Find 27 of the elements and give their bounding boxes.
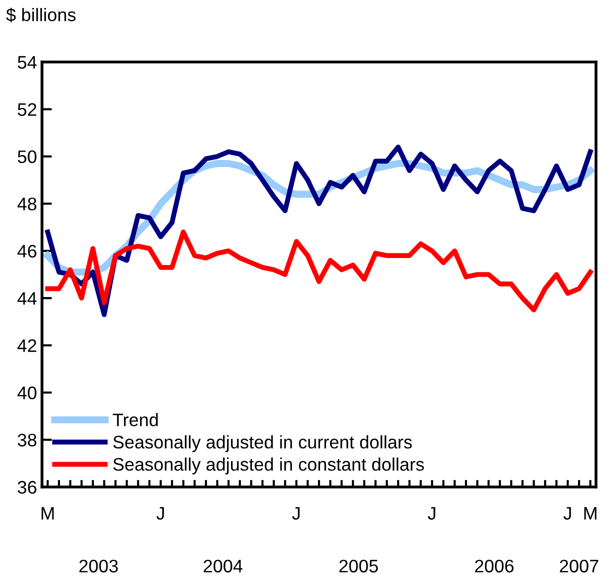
legend-label: Seasonally adjusted in constant dollars [113,458,424,474]
text: 2004 [204,560,242,572]
text: 2007 [560,560,598,572]
y-tick-label: 48 [17,198,36,210]
x-tick-label: J [564,507,571,520]
y-tick-label: 38 [18,434,36,446]
y-tick-label: 36 [18,480,36,494]
y-tick-label: 46 [17,244,36,258]
legend-label: Trend [112,413,158,426]
x-tick-label: J [292,507,300,520]
y-tick-label: 50 [18,150,36,164]
text: 2005 [339,560,378,572]
y-tick-label: 40 [17,386,36,400]
text: 2003 [79,560,118,572]
line-series [45,144,593,318]
y-tick-label: 44 [17,292,37,305]
y-tick-label: 52 [18,103,36,116]
text: 2006 [475,560,514,572]
x-tick-label: M [584,507,596,520]
x-tick-label: J [428,507,436,520]
y-axis-title: $ billions [6,8,76,22]
legend-label: Seasonally adjusted in current dollars [113,435,412,452]
y-tick-label: 42 [17,339,36,352]
x-tick-label: J [156,507,164,520]
x-tick-label: M [42,507,54,520]
line-series [45,230,593,312]
y-tick-label: 54 [18,56,37,69]
